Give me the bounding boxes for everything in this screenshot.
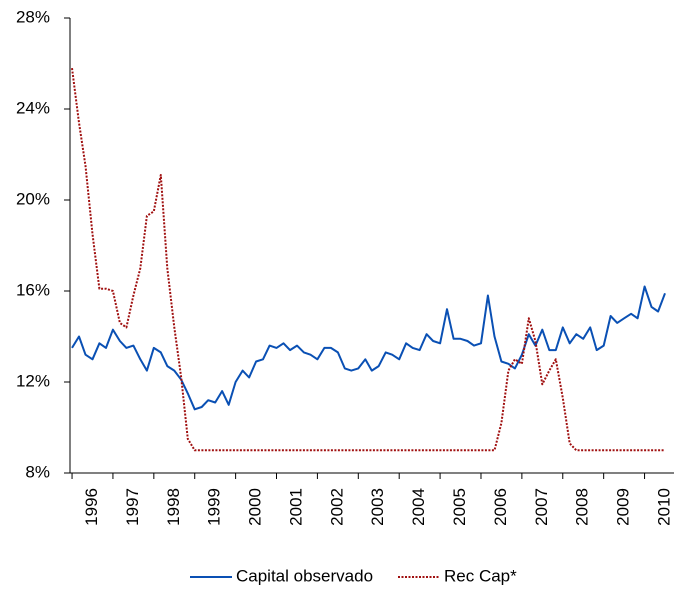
- x-tick-label: 2005: [450, 488, 469, 526]
- x-tick-label: 2003: [368, 488, 387, 526]
- x-tick-label: 1997: [123, 488, 142, 526]
- series-line: [71, 67, 665, 452]
- x-tick-label: 2001: [286, 488, 305, 526]
- y-tick-label: 24%: [16, 98, 50, 117]
- y-tick-label: 28%: [16, 7, 50, 26]
- y-tick-label: 12%: [16, 371, 50, 390]
- x-tick-label: 2004: [409, 488, 428, 526]
- legend-label: Rec Cap*: [444, 566, 517, 585]
- x-tick-label: 1999: [205, 488, 224, 526]
- y-tick-label: 20%: [16, 189, 50, 208]
- x-tick-label: 2007: [532, 488, 551, 526]
- x-tick-label: 2000: [246, 488, 265, 526]
- x-tick-label: 1998: [164, 488, 183, 526]
- series-line: [71, 285, 666, 411]
- x-tick-label: 2006: [491, 488, 510, 526]
- x-tick-label: 2010: [654, 488, 673, 526]
- x-tick-label: 2002: [327, 488, 346, 526]
- x-tick-label: 2008: [573, 488, 592, 526]
- x-tick-label: 2009: [614, 488, 633, 526]
- y-tick-label: 8%: [25, 462, 50, 481]
- y-tick-label: 16%: [16, 280, 50, 299]
- x-tick-label: 1996: [82, 488, 101, 526]
- legend-label: Capital observado: [236, 566, 373, 585]
